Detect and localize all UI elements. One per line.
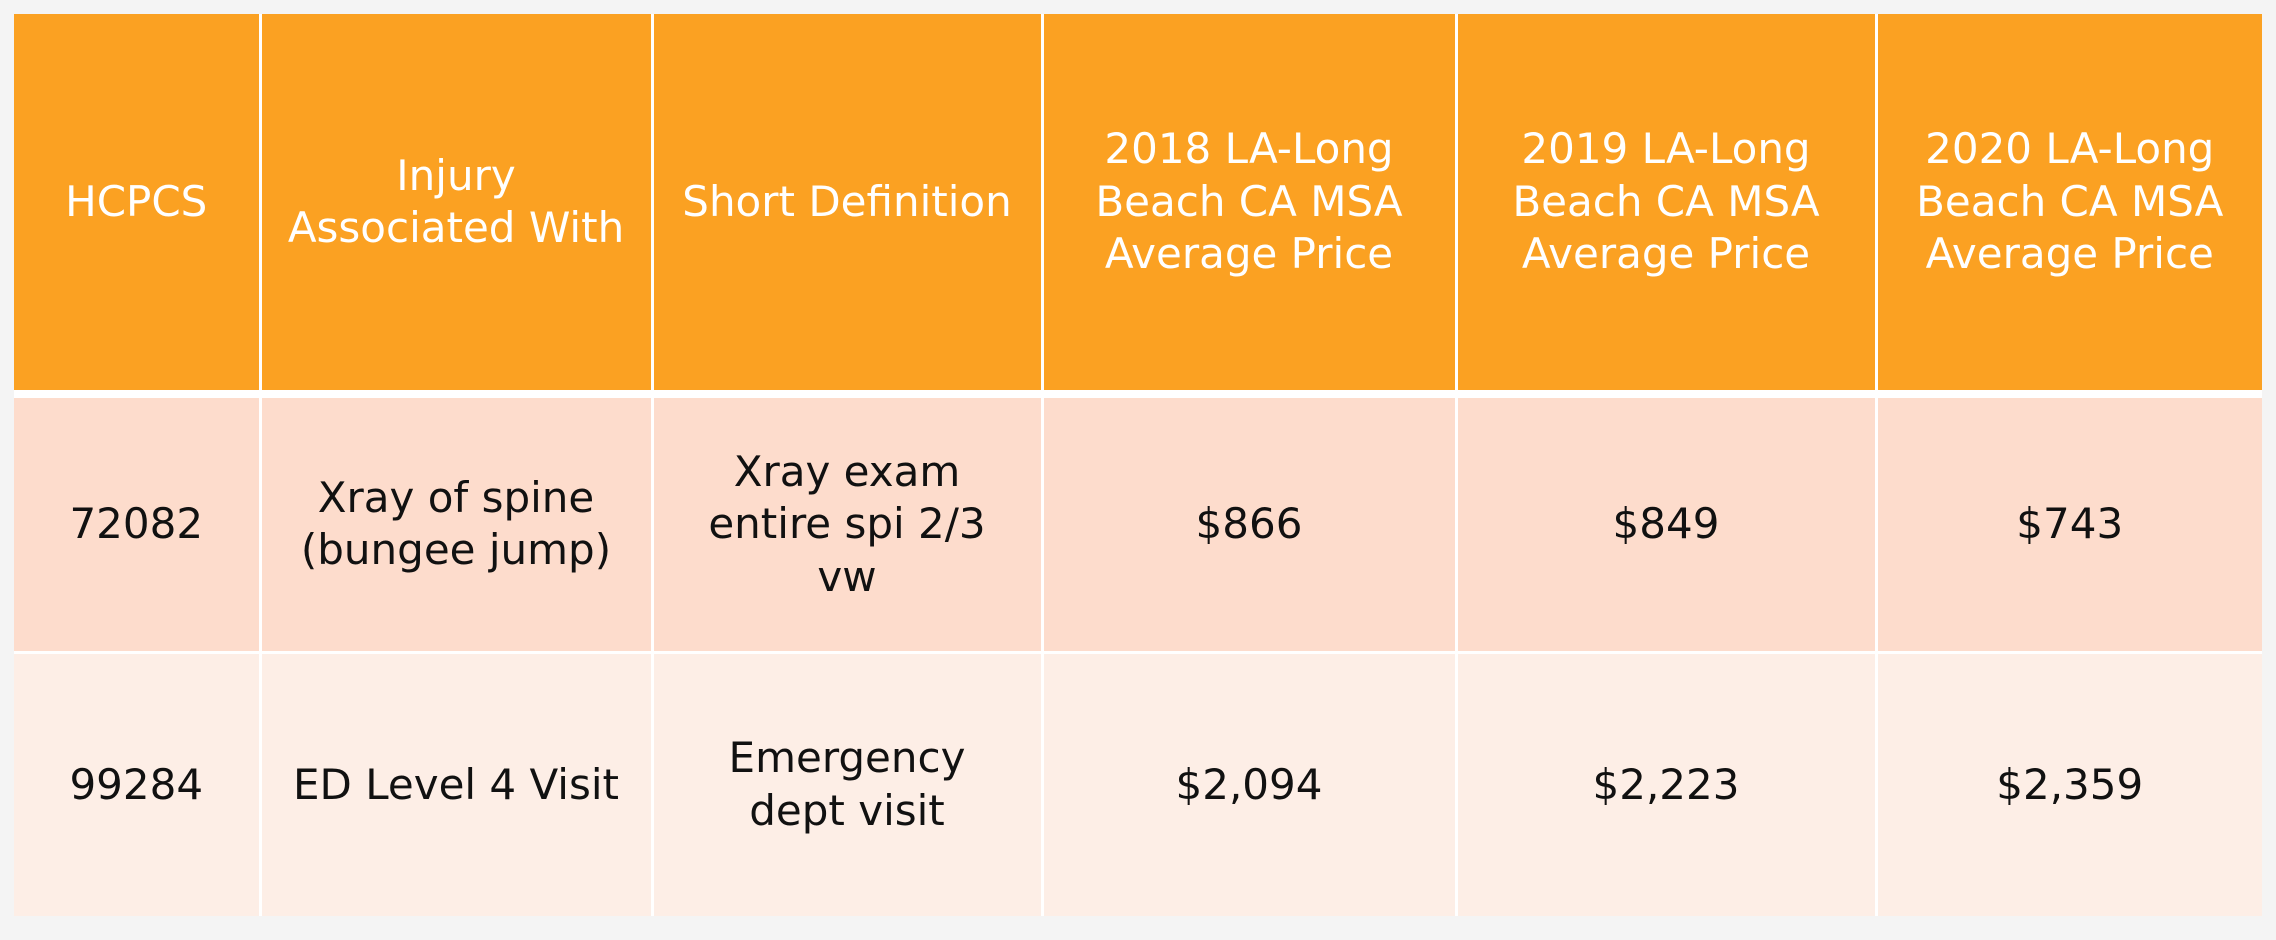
price-table: HCPCS Injury Associated With Short Defin… [14, 14, 2262, 916]
injury-cell: ED Level 4 Visit [258, 650, 654, 916]
hcpcs-cell: 99284 [14, 650, 262, 916]
price-2018-cell: $2,094 [1040, 650, 1458, 916]
price-2020-cell: $2,359 [1874, 650, 2262, 916]
price-2018-cell: $866 [1040, 392, 1458, 654]
injury-cell: Xray of spine (bungee jump) [258, 392, 654, 654]
column-header-short-definition: Short Definition [650, 14, 1044, 398]
price-2020-cell: $743 [1874, 392, 2262, 654]
short-definition-cell: Emergency dept visit [650, 650, 1044, 916]
short-definition-cell: Xray exam entire spi 2/3 vw [650, 392, 1044, 654]
table-row: 99284 ED Level 4 Visit Emergency dept vi… [14, 650, 2262, 916]
table-row: 72082 Xray of spine (bungee jump) Xray e… [14, 392, 2262, 654]
table-header-row: HCPCS Injury Associated With Short Defin… [14, 14, 2262, 398]
hcpcs-cell: 72082 [14, 392, 262, 654]
column-header-hcpcs: HCPCS [14, 14, 262, 398]
column-header-2019-price: 2019 LA-Long Beach CA MSA Average Price [1454, 14, 1878, 398]
price-2019-cell: $2,223 [1454, 650, 1878, 916]
column-header-2020-price: 2020 LA-Long Beach CA MSA Average Price [1874, 14, 2262, 398]
column-header-injury: Injury Associated With [258, 14, 654, 398]
price-2019-cell: $849 [1454, 392, 1878, 654]
column-header-2018-price: 2018 LA-Long Beach CA MSA Average Price [1040, 14, 1458, 398]
